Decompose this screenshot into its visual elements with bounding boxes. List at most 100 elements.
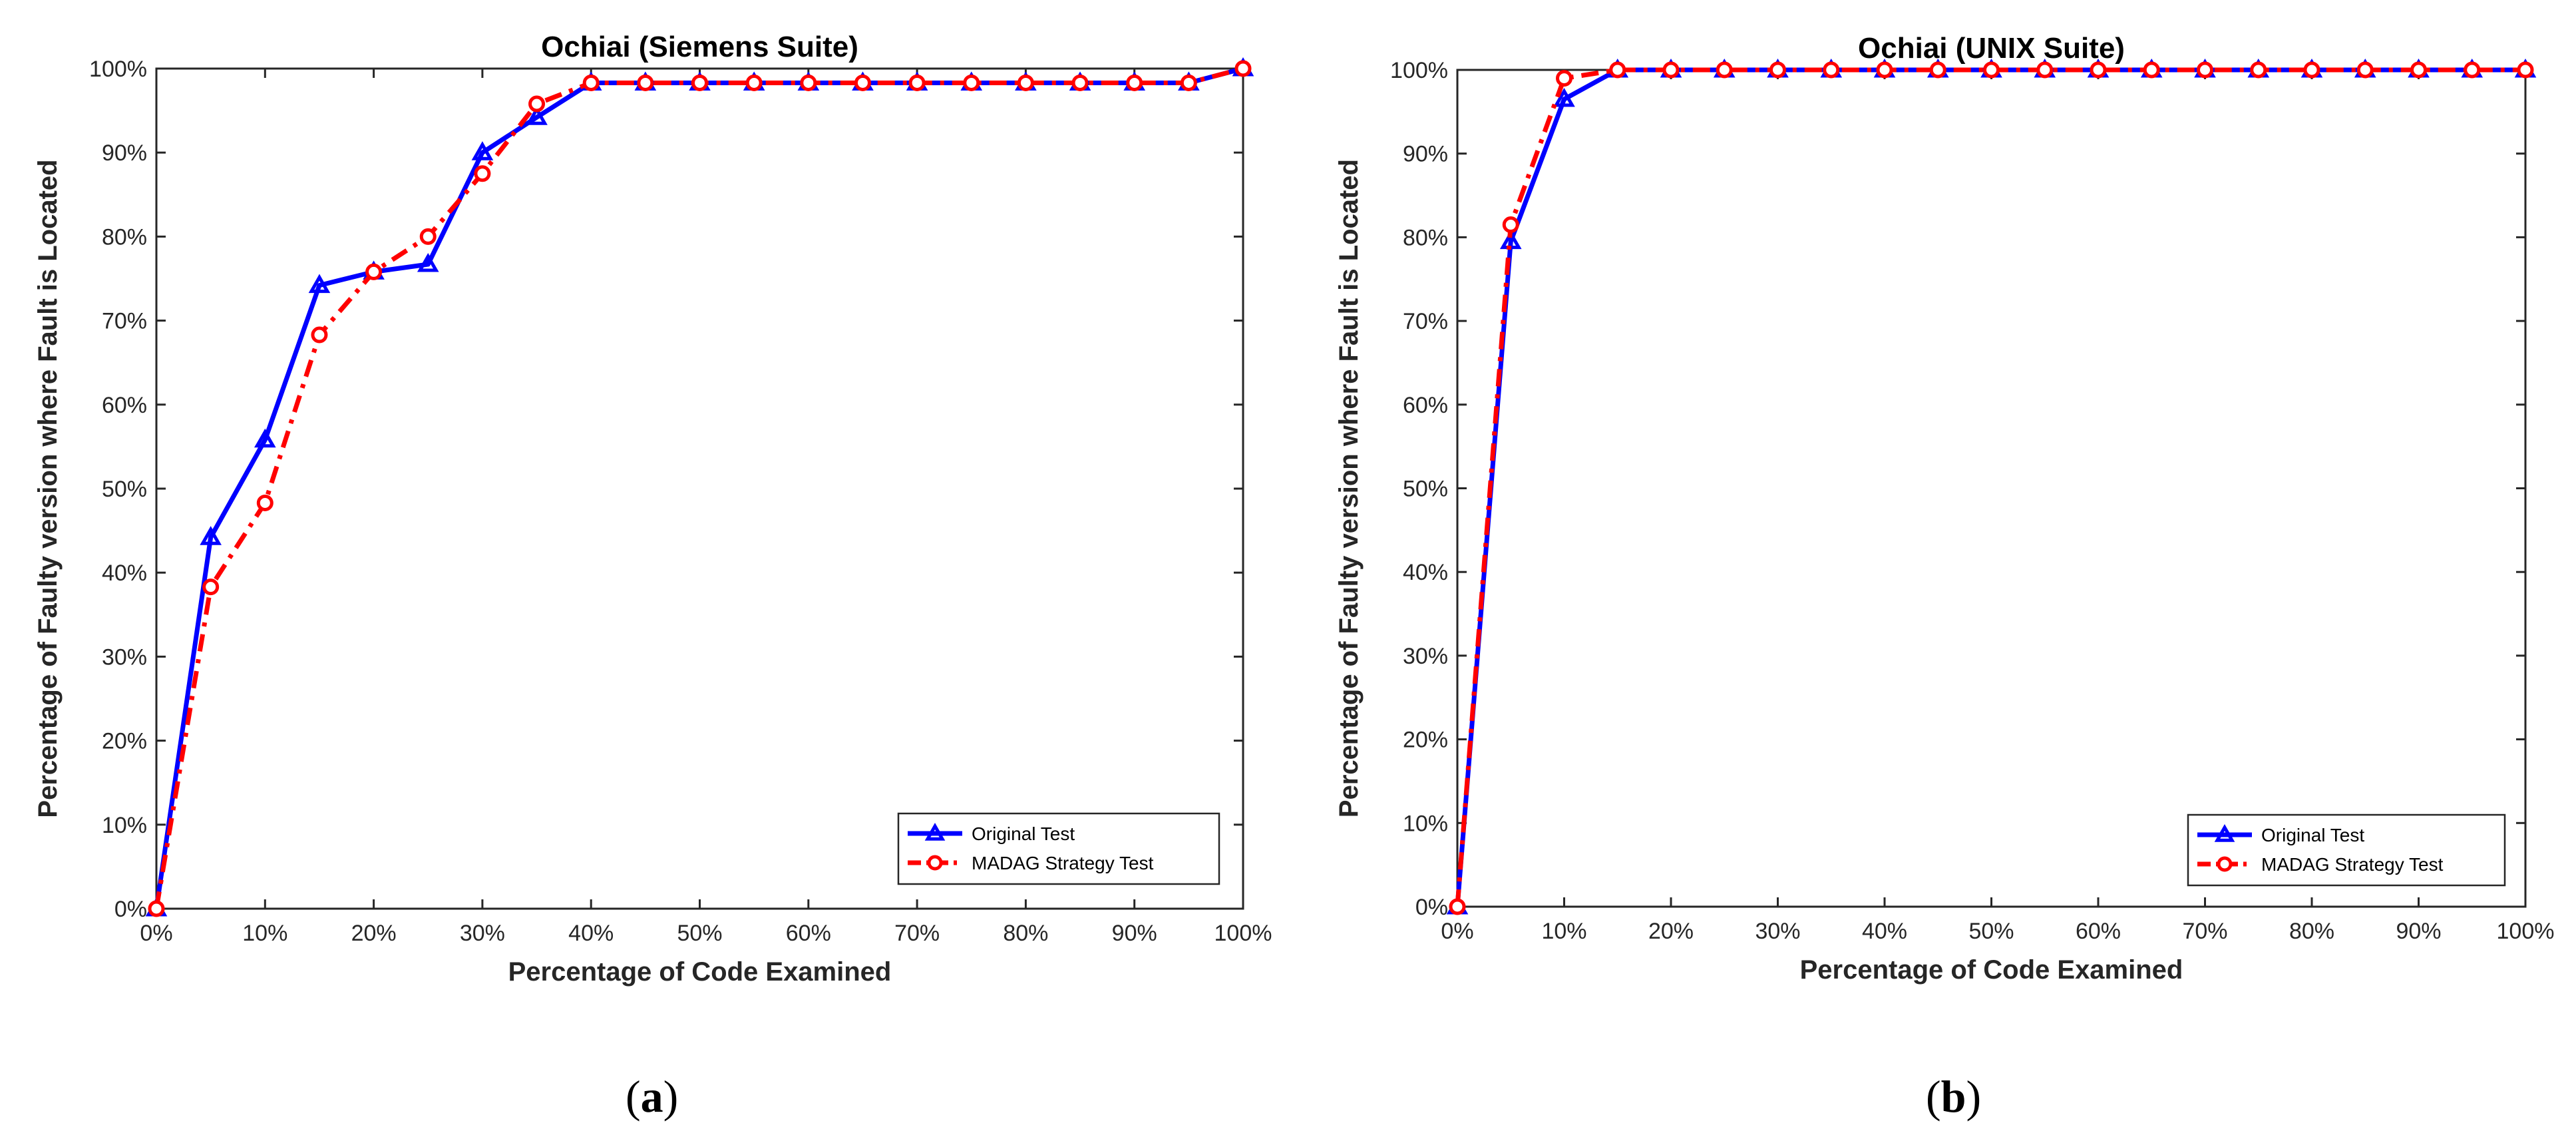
legend: [2187, 813, 2506, 887]
point-madag: [1876, 61, 1893, 79]
point-madag: [2250, 61, 2267, 79]
x-tick-label: 50%: [677, 921, 722, 946]
point-madag: [2036, 61, 2054, 79]
legend-label: Original Test: [2261, 825, 2364, 845]
y-tick-label: 50%: [1403, 477, 1448, 502]
point-original: [308, 274, 331, 294]
caption-b-letter: b: [1940, 1071, 1966, 1122]
point-madag: [2090, 61, 2107, 79]
point-madag: [2303, 61, 2320, 79]
legend-label: MADAG Strategy Test: [972, 853, 1154, 873]
legend-marker-madag: [2217, 856, 2233, 872]
point-madag: [854, 74, 871, 91]
point-madag: [745, 74, 763, 91]
point-original: [471, 141, 494, 160]
point-madag: [1071, 74, 1089, 91]
caption-a-close: ): [663, 1071, 679, 1122]
x-tick-label: 90%: [1112, 921, 1157, 946]
legend-label: Original Test: [972, 823, 1075, 844]
point-madag: [963, 74, 980, 91]
y-tick-label: 40%: [102, 561, 147, 586]
y-axis-title: Percentage of Faulty version where Fault…: [1334, 159, 1364, 817]
x-tick-label: 70%: [894, 921, 940, 946]
y-tick-label: 30%: [102, 644, 147, 670]
legend-marker-original: [924, 822, 946, 841]
x-tick-label: 70%: [2182, 919, 2227, 944]
x-axis-title: Percentage of Code Examined: [508, 957, 892, 987]
x-tick-label: 10%: [242, 921, 287, 946]
y-axis-title: Percentage of Faulty version where Fault…: [33, 159, 63, 817]
point-madag: [637, 74, 654, 91]
point-madag: [691, 74, 708, 91]
x-tick-label: 90%: [2396, 919, 2441, 944]
point-madag: [1609, 61, 1626, 79]
x-tick-label: 40%: [568, 921, 614, 946]
point-madag: [2143, 61, 2160, 79]
point-madag: [2356, 61, 2374, 79]
legend-marker-original: [2214, 823, 2235, 842]
y-tick-label: 20%: [102, 729, 147, 754]
y-tick-label: 0%: [114, 897, 147, 922]
series-line-madag: [154, 66, 1244, 909]
point-madag: [908, 74, 926, 91]
chart-siemens: 0% 10% 20% 30% 40% 50% 60% 70% 80% 90% 100% 0% 10% 20…: [33, 31, 1272, 987]
y-tick-label: 70%: [1403, 309, 1448, 334]
series-line-madag: [1455, 67, 2525, 907]
x-tick-label: 50%: [1968, 919, 2014, 944]
y-tick-label: 80%: [102, 224, 147, 250]
y-tick-label: 100%: [89, 57, 147, 82]
y-tick-label: 10%: [102, 813, 147, 838]
point-madag: [202, 578, 220, 596]
point-madag: [474, 165, 491, 182]
x-axis-title: Percentage of Code Examined: [1800, 955, 2183, 985]
point-original: [526, 106, 548, 125]
point-original: [200, 526, 222, 545]
x-tick-label: 80%: [2289, 919, 2334, 944]
point-madag: [2517, 61, 2534, 79]
caption-a-open: (: [626, 1071, 641, 1122]
legend: [897, 812, 1220, 885]
point-madag: [256, 494, 274, 511]
series-line-original: [1455, 67, 2525, 907]
y-tick-label: 50%: [102, 477, 147, 502]
caption-b-open: (: [1926, 1071, 1941, 1122]
x-tick-label: 60%: [2076, 919, 2121, 944]
y-tick-label: 60%: [102, 393, 147, 418]
point-madag: [1929, 61, 1946, 79]
point-madag: [1234, 60, 1252, 77]
y-tick-label: 10%: [1403, 811, 1448, 836]
point-madag: [419, 228, 437, 245]
point-original: [254, 428, 276, 448]
point-original: [1553, 87, 1575, 107]
x-tick-label: 80%: [1003, 921, 1048, 946]
y-tick-label: 70%: [102, 309, 147, 334]
x-tick-label: 30%: [1755, 919, 1800, 944]
point-madag: [1556, 70, 1572, 87]
x-tick-label: 100%: [2497, 919, 2555, 944]
x-tick-label: 10%: [1541, 919, 1586, 944]
caption-b: (b): [1926, 1070, 1981, 1123]
series-line-original: [154, 66, 1244, 909]
point-original: [417, 253, 439, 272]
point-madag: [2410, 61, 2427, 79]
y-tick-label: 30%: [1403, 644, 1448, 669]
point-madag: [1662, 61, 1680, 79]
x-tick-label: 0%: [140, 921, 172, 946]
x-tick-label: 100%: [1214, 921, 1272, 946]
x-tick-label: 20%: [351, 921, 397, 946]
point-madag: [800, 74, 817, 91]
caption-a-letter: a: [640, 1071, 663, 1122]
point-madag: [582, 74, 600, 91]
plot-frame: [155, 67, 1244, 910]
x-tick-label: 20%: [1648, 919, 1694, 944]
point-madag: [2197, 61, 2213, 79]
chart-title: Ochiai (Siemens Suite): [541, 31, 858, 63]
x-tick-label: 60%: [786, 921, 831, 946]
point-madag: [1180, 74, 1197, 91]
y-tick-label: 0%: [1415, 895, 1448, 920]
y-tick-label: 80%: [1403, 225, 1448, 250]
point-madag: [148, 900, 165, 917]
plot-frame: [1456, 69, 2527, 908]
point-madag: [1983, 61, 2000, 79]
